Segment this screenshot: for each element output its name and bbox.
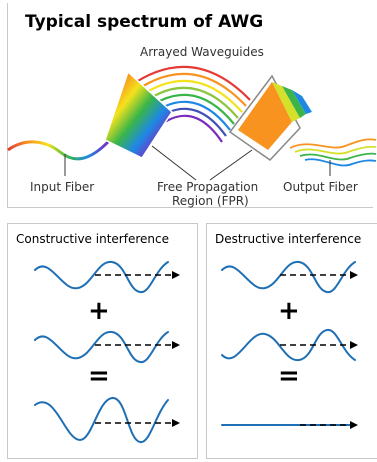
leader-lines [64,145,331,181]
destructive-wave-2 [221,329,356,362]
output-fiber-label: Output Fiber [283,180,358,194]
constructive-title: Constructive interference [16,232,169,246]
fpr-label-line1: Free Propagation [157,180,259,194]
constructive-wave-1 [34,260,169,293]
destructive-equals: = [278,361,300,391]
arrow-head-icon [172,341,180,349]
destructive-title: Destructive interference [215,232,362,246]
arrayed-waveguides-label: Arrayed Waveguides [140,45,264,59]
constructive-equals: = [88,361,110,391]
fpr-label-line2: Region (FPR) [172,194,249,208]
constructive-plus: + [88,296,110,326]
output-fibers [289,138,377,167]
arrow-head-icon [172,419,180,427]
constructive-wave-sum [34,397,169,443]
input-fpr-wedge [104,70,173,159]
arrow-head-icon [350,271,358,279]
destructive-plus: + [278,296,300,326]
awg-title: Typical spectrum of AWG [25,12,264,32]
arrow-head-icon [172,271,180,279]
input-fiber [7,140,110,161]
output-fpr-wedge [228,74,312,161]
destructive-interference-panel: Destructive interference [206,223,377,459]
constructive-wave-2 [34,330,169,363]
destructive-wave-1 [221,260,356,293]
awg-diagram-panel [7,3,373,208]
arrow-head-icon [350,421,358,429]
arrow-head-icon [350,341,358,349]
input-fiber-label: Input Fiber [30,180,95,194]
